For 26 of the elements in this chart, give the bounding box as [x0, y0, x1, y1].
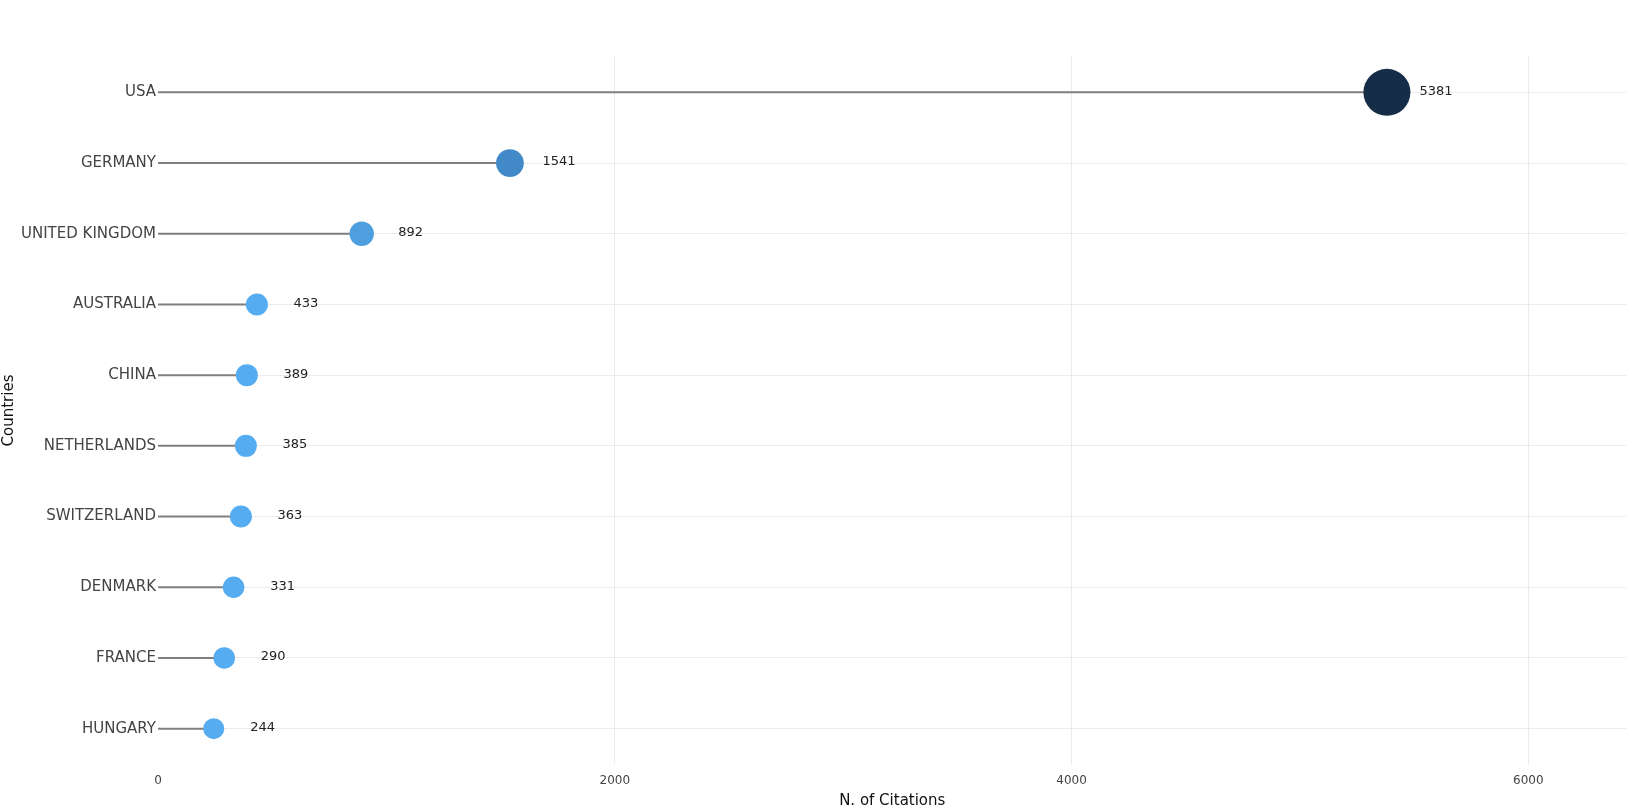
y-tick-label: FRANCE [96, 647, 156, 666]
data-label: 290 [260, 648, 286, 664]
data-label: 244 [250, 719, 276, 735]
y-tick-label: CHINA [108, 365, 157, 384]
y-tick-label: NETHERLANDS [43, 435, 156, 454]
data-label: 1541 [542, 153, 576, 169]
data-label: 5381 [1419, 82, 1453, 98]
y-tick-label: GERMANY [80, 152, 157, 171]
data-label: 363 [277, 506, 303, 522]
y-tick-label: USA [124, 82, 157, 101]
x-axis-title: N. of Citations [839, 790, 946, 809]
data-label: 331 [270, 577, 296, 593]
data-label: 389 [283, 365, 309, 381]
data-label: 892 [398, 224, 424, 240]
x-tick-label: 6000 [1513, 773, 1544, 788]
y-tick-label: SWITZERLAND [46, 506, 156, 525]
y-tick-label: UNITED KINGDOM [21, 223, 156, 242]
x-tick-label: 0 [154, 773, 162, 788]
data-label: 385 [282, 436, 308, 452]
y-tick-label: AUSTRALIA [72, 294, 157, 313]
y-tick-label: HUNGARY [82, 718, 157, 737]
y-axis-title: Countries [0, 374, 17, 447]
data-label: 433 [293, 294, 319, 310]
x-tick-label: 2000 [599, 773, 631, 788]
y-tick-label: DENMARK [80, 577, 158, 596]
x-tick-label: 4000 [1056, 773, 1087, 788]
